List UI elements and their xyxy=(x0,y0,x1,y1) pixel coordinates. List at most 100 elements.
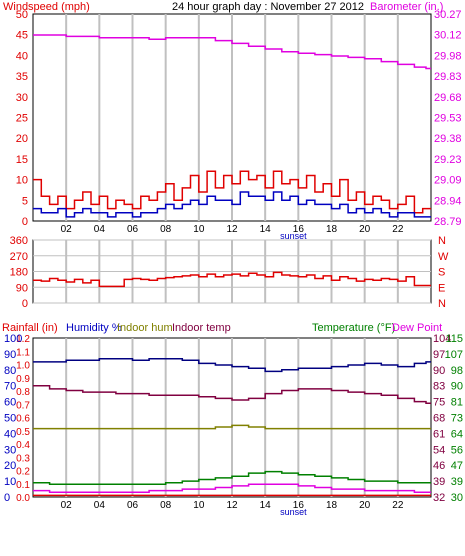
direction-tick: 270 xyxy=(10,251,28,263)
x-tick-label: 08 xyxy=(160,224,172,235)
barometer-line xyxy=(33,34,431,70)
x-tick-label: 04 xyxy=(94,500,106,511)
right-axis-tick: 28.94 xyxy=(434,195,462,207)
compass-tick: S xyxy=(438,267,445,279)
right-axis-tick: 29.38 xyxy=(434,133,462,145)
right-axis-tick: 29.23 xyxy=(434,154,462,166)
compass-tick: W xyxy=(438,251,449,263)
rainfall-tick: 0.9 xyxy=(16,374,30,385)
chart-title: 24 hour graph day : November 27 2012 xyxy=(172,1,364,13)
right-axis-tick: 30.12 xyxy=(434,30,462,42)
left-axis-tick: 15 xyxy=(16,154,28,166)
left-axis-tick: 20 xyxy=(16,133,28,145)
left-axis-tick: 40 xyxy=(16,50,28,62)
indoor-hum-label: Indoor hum xyxy=(117,322,173,334)
humidity-tick: 90 xyxy=(4,349,16,361)
compass-tick: E xyxy=(438,282,445,294)
temperature-tick: 75 xyxy=(433,397,445,409)
dewpoint-tick: 30 xyxy=(451,492,463,504)
dewpoint-tick: 115 xyxy=(445,333,463,345)
x-tick-label: 18 xyxy=(326,500,338,511)
temperature-line xyxy=(33,470,431,486)
x-tick-label: 22 xyxy=(392,224,404,235)
x-tick-label: 10 xyxy=(193,224,205,235)
right-axis-tick: 29.09 xyxy=(434,175,462,187)
x-tick-label: 22 xyxy=(392,500,404,511)
indoor-temp-label: Indoor temp xyxy=(172,322,231,334)
humidity-tick: 60 xyxy=(4,397,16,409)
right-axis-tick: 29.98 xyxy=(434,50,462,62)
rainfall-tick: 0.2 xyxy=(16,467,30,478)
wind-gust-line xyxy=(33,170,431,214)
temperature-tick: 97 xyxy=(433,349,445,361)
left-axis-tick: 5 xyxy=(22,195,28,207)
right-axis-tick: 29.68 xyxy=(434,92,462,104)
x-tick-label: 10 xyxy=(193,500,205,511)
humidity-tick: 70 xyxy=(4,381,16,393)
dewpoint-tick: 39 xyxy=(451,476,463,488)
dewpoint-tick: 107 xyxy=(445,349,463,361)
dewpoint-tick: 90 xyxy=(451,381,463,393)
left-axis-tick: 50 xyxy=(16,9,28,21)
humidity-label: Humidity % xyxy=(66,322,122,334)
temperature-tick: 61 xyxy=(433,428,445,440)
left-axis-tick: 0 xyxy=(22,216,28,228)
left-axis-tick: 25 xyxy=(16,113,28,125)
dewpoint-label: Dew Point xyxy=(392,322,442,334)
x-tick-label: 18 xyxy=(326,224,338,235)
compass-tick: N xyxy=(438,235,446,247)
rainfall-tick: 0.7 xyxy=(16,400,30,411)
x-tick-label: 12 xyxy=(226,224,238,235)
temperature-tick: 90 xyxy=(433,365,445,377)
rainfall-tick: 0.6 xyxy=(16,414,30,425)
x-tick-label: 12 xyxy=(226,500,238,511)
dewpoint-tick: 64 xyxy=(451,428,463,440)
dewpoint-tick: 73 xyxy=(451,413,463,425)
x-tick-label: 16 xyxy=(293,224,305,235)
rainfall-tick: 0.5 xyxy=(16,427,30,438)
x-tick-label: 06 xyxy=(127,500,139,511)
wind-speed-line xyxy=(33,191,431,218)
humidity-tick: 40 xyxy=(4,428,16,440)
rainfall-tick: 0.4 xyxy=(16,440,30,451)
dewpoint-tick: 47 xyxy=(451,460,463,472)
rainfall-label: Rainfall (in) xyxy=(2,322,58,334)
rainfall-tick: 0.8 xyxy=(16,387,30,398)
direction-tick: 180 xyxy=(10,267,28,279)
temperature-tick: 54 xyxy=(433,444,445,456)
rainfall-tick: 0.3 xyxy=(16,453,30,464)
sunset-label: sunset xyxy=(280,231,307,241)
right-axis-tick: 29.53 xyxy=(434,113,462,125)
windspeed-label: Windspeed (mph) xyxy=(3,1,90,13)
left-axis-tick: 45 xyxy=(16,30,28,42)
temperature-tick: 68 xyxy=(433,413,445,425)
rainfall-tick: 0.1 xyxy=(16,480,30,491)
x-tick-label: 06 xyxy=(127,224,139,235)
left-axis-tick: 10 xyxy=(16,175,28,187)
indoor-hum-line xyxy=(33,424,431,430)
x-tick-label: 04 xyxy=(94,224,106,235)
x-tick-label: 20 xyxy=(359,224,371,235)
temperature-tick: 32 xyxy=(433,492,445,504)
humidity-tick: 80 xyxy=(4,365,16,377)
temperature-tick: 46 xyxy=(433,460,445,472)
dewpoint-tick: 81 xyxy=(451,397,463,409)
sunset-label: sunset xyxy=(280,507,307,517)
rainfall-tick: 1.2 xyxy=(16,334,30,345)
temperature-tick: 83 xyxy=(433,381,445,393)
right-axis-tick: 30.27 xyxy=(434,9,462,21)
x-tick-label: 16 xyxy=(293,500,305,511)
temperature-tick: 39 xyxy=(433,476,445,488)
humidity-tick: 10 xyxy=(4,476,16,488)
x-tick-label: 08 xyxy=(160,500,172,511)
direction-tick: 0 xyxy=(22,298,28,310)
humidity-line xyxy=(33,357,431,373)
dewpoint-tick: 56 xyxy=(451,444,463,456)
compass-tick: N xyxy=(438,298,446,310)
temperature-label: Temperature (°F) xyxy=(312,322,395,334)
humidity-tick: 50 xyxy=(4,413,16,425)
rainfall-tick: 0.0 xyxy=(16,493,30,504)
x-tick-label: 02 xyxy=(61,224,73,235)
